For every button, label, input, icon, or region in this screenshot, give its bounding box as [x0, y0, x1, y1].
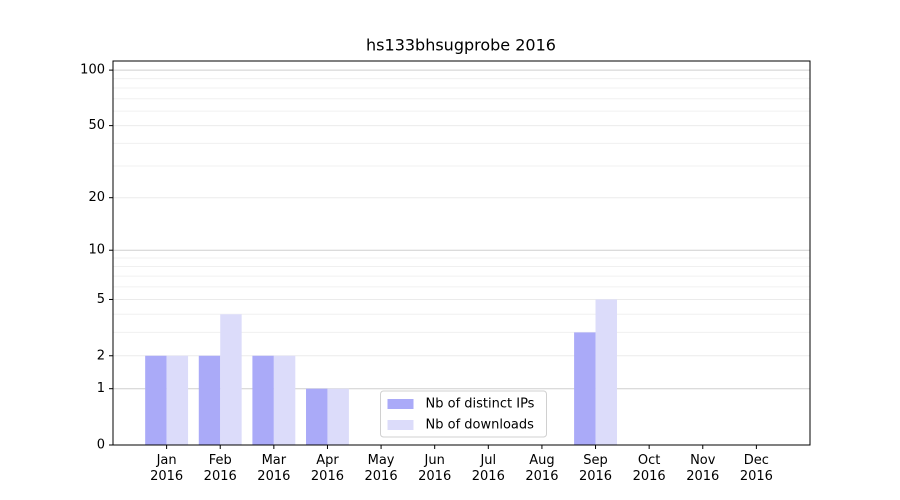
bar: [306, 388, 328, 445]
bar: [273, 355, 296, 445]
x-tick-label: Feb 2016: [203, 453, 237, 484]
y-tick-label: 100: [80, 63, 105, 78]
plot-frame: [112, 60, 811, 446]
x-tick-label: Sep 2016: [578, 453, 613, 484]
x-tick-label: Nov 2016: [686, 453, 720, 484]
y-tick-label: 50: [88, 118, 105, 133]
y-tick-label: 1: [97, 381, 105, 396]
bar: [252, 355, 274, 445]
bar: [574, 332, 596, 445]
legend-swatch: [387, 420, 414, 430]
bar: [595, 299, 617, 445]
y-tick-label: 0: [97, 438, 105, 453]
y-tick-label: 20: [88, 190, 105, 205]
x-tick-label: Jan 2016: [150, 453, 184, 484]
bar: [198, 355, 221, 445]
legend-label: Nb of distinct IPs: [426, 397, 535, 412]
bar: [166, 355, 189, 445]
legend-label: Nb of downloads: [426, 418, 535, 433]
x-tick-label: Aug 2016: [525, 453, 559, 484]
bar: [327, 388, 349, 445]
x-tick-label: Dec 2016: [739, 453, 773, 484]
x-tick-label: Jun 2016: [418, 453, 452, 484]
chart-title: hs133bhsugprobe 2016: [366, 36, 556, 55]
bar: [145, 355, 167, 445]
x-tick-label: May 2016: [364, 453, 398, 484]
y-tick-label: 5: [97, 292, 105, 307]
legend-box: [380, 390, 547, 438]
x-tick-label: Oct 2016: [632, 453, 666, 484]
legend-swatch: [387, 399, 414, 409]
y-tick-label: 2: [97, 348, 105, 363]
x-tick-label: Mar 2016: [257, 453, 291, 484]
x-tick-label: Jul 2016: [471, 453, 505, 484]
x-tick-label: Apr 2016: [310, 453, 344, 484]
y-tick-label: 10: [88, 243, 105, 258]
bar: [220, 314, 242, 445]
